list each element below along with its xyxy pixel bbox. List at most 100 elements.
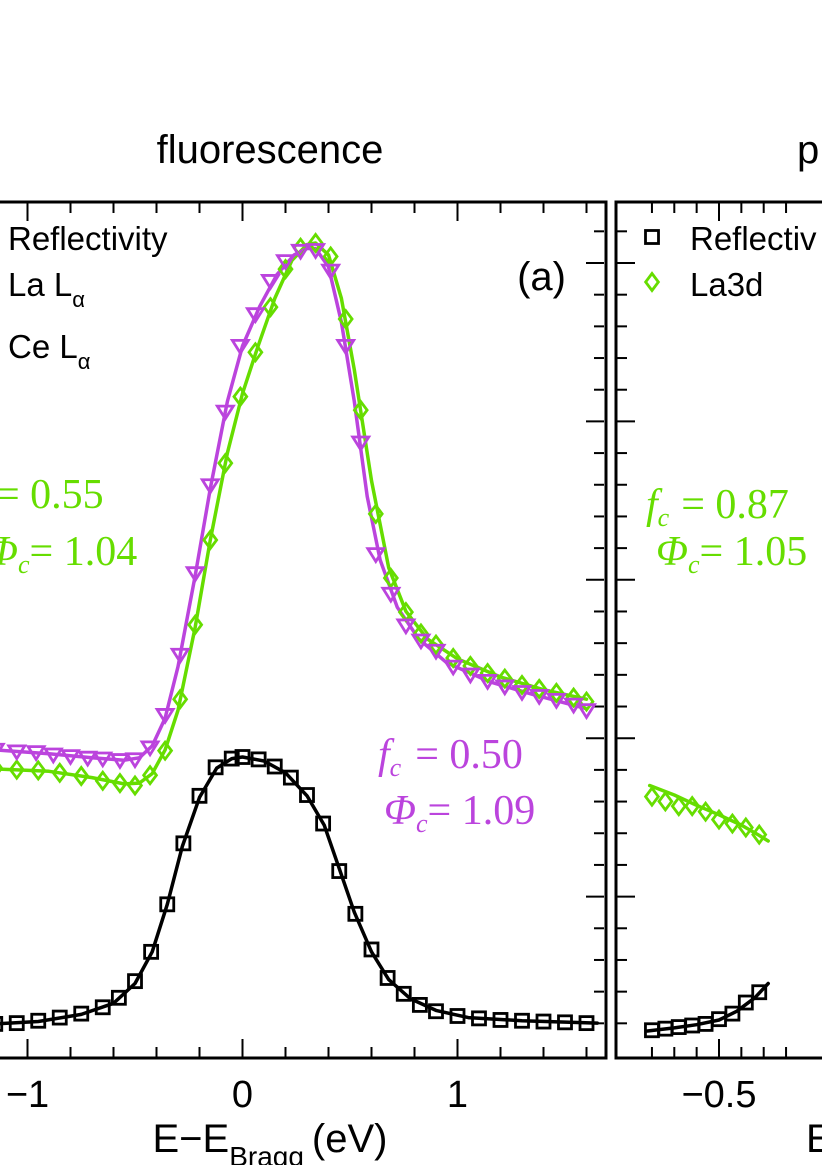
data-point-a-1-1 (8, 758, 25, 781)
data-point-b-0-7 (737, 994, 754, 1011)
data-point-a-0-1 (8, 1015, 25, 1032)
data-point-b-0-8 (751, 984, 768, 1001)
data-point-a-1-0 (0, 763, 4, 773)
data-point-a-2-7 (109, 753, 131, 771)
data-point-a-1-33 (531, 678, 548, 700)
data-point-a-0-4 (73, 1005, 90, 1022)
data-point-b-1-4 (697, 800, 714, 823)
data-point-a-2-10 (154, 708, 176, 725)
data-point-a-0-13 (223, 750, 240, 767)
data-point-a-2-9 (139, 740, 161, 758)
data-point-a-0-12 (207, 759, 224, 776)
data-point-a-0-7 (127, 973, 143, 990)
panel-a-label: (a) (517, 255, 566, 299)
data-point-a-2-31 (477, 673, 499, 691)
data-point-a-0-20 (331, 863, 348, 879)
data-point-a-2-18 (274, 254, 297, 272)
x-tick-label-b-0: −0.5 (681, 1074, 756, 1116)
panel-a-points (0, 232, 598, 1032)
data-point-a-2-20 (305, 243, 327, 260)
data-point-a-1-27 (427, 633, 445, 656)
data-point-a-0-10 (175, 835, 192, 852)
data-point-a-2-30 (459, 667, 481, 685)
data-point-a-1-23 (367, 503, 384, 525)
data-point-a-1-8 (141, 764, 159, 787)
data-point-a-2-8 (124, 752, 146, 770)
data-point-a-0-5 (94, 999, 111, 1016)
panel-b-legend-markers (643, 229, 661, 293)
annotation-ce-phi: Φc= 1.09 (384, 788, 535, 838)
data-point-b-1-8 (751, 823, 768, 846)
panel-a-ticks (26, 203, 604, 1057)
data-point-a-2-14 (214, 404, 236, 422)
x-tick-label-a-2: 1 (447, 1074, 468, 1116)
data-point-a-0-17 (282, 769, 299, 786)
data-point-a-0-11 (191, 787, 208, 804)
data-point-a-2-3 (42, 747, 64, 765)
legend-b-diamond-marker (643, 271, 661, 293)
data-point-a-1-2 (30, 759, 47, 782)
data-point-a-2-1 (6, 744, 28, 762)
data-point-a-2-21 (320, 263, 342, 281)
legend-a-la-sub: α (72, 287, 85, 312)
data-point-a-2-6 (92, 751, 114, 769)
data-point-a-1-6 (111, 772, 129, 794)
fit-line-b-0 (645, 981, 770, 1033)
legend-a-reflectivity: Reflectivity (8, 220, 168, 257)
data-point-a-0-3 (51, 1009, 68, 1026)
data-point-a-1-11 (187, 613, 204, 636)
data-point-a-1-26 (412, 622, 430, 645)
annotation-la-phi: Φc= 1.04 (0, 529, 137, 579)
data-point-a-0-2 (30, 1012, 47, 1029)
data-point-a-1-30 (479, 662, 496, 684)
data-point-a-1-16 (262, 296, 279, 318)
data-point-a-1-22 (352, 399, 369, 421)
data-point-b-1-1 (657, 790, 674, 813)
legend-b-la3d: La3d (690, 266, 763, 303)
data-point-a-0-0 (0, 1016, 4, 1032)
x-tick-label-a-1: 0 (232, 1074, 253, 1116)
data-point-a-2-13 (199, 478, 221, 496)
data-point-a-2-11 (169, 647, 191, 665)
data-point-b-1-7 (737, 816, 754, 839)
panel-b: Reflectiv La3d fc = 0.87 Φc= 1.05 −0.5 E (614, 200, 822, 1161)
data-point-a-0-15 (250, 751, 267, 768)
annotation-la3d-fc: fc = 0.87 (646, 482, 789, 532)
annotation-la: = 0.55 Φc= 1.04 (0, 472, 137, 579)
data-point-a-1-35 (565, 686, 582, 709)
data-point-a-2-26 (395, 618, 417, 636)
data-point-a-2-23 (350, 435, 372, 453)
panel-b-points (643, 785, 768, 1039)
data-point-a-1-12 (202, 529, 219, 551)
data-point-a-0-14 (234, 749, 251, 765)
data-point-a-0-26 (428, 1003, 444, 1020)
data-point-a-1-15 (247, 341, 264, 364)
data-point-a-2-33 (511, 685, 533, 702)
panel-b-title: p (797, 128, 819, 172)
data-point-a-0-33 (578, 1015, 595, 1032)
data-point-a-2-4 (59, 749, 82, 767)
panel-b-legend: Reflectiv La3d (643, 220, 817, 303)
data-point-a-1-14 (232, 385, 249, 408)
data-point-a-2-32 (494, 679, 516, 697)
data-point-a-2-16 (244, 307, 266, 325)
legend-a-la: La Lα (8, 266, 85, 312)
data-point-a-0-9 (159, 896, 176, 913)
data-point-a-0-28 (471, 1010, 487, 1027)
panel-b-ticks (617, 203, 788, 1057)
annotation-ce: fc = 0.50 Φc= 1.09 (378, 732, 535, 838)
legend-a-ce-sub: α (78, 349, 91, 374)
data-point-a-2-28 (425, 643, 447, 661)
fit-line-a-2 (0, 246, 589, 762)
data-point-a-2-22 (335, 338, 357, 356)
data-point-a-2-19 (290, 243, 312, 261)
panel-b-frame (614, 200, 822, 1060)
data-point-a-2-12 (184, 566, 206, 584)
data-point-a-1-13 (217, 452, 234, 475)
panel-a-xtick-labels: −1 0 1 (6, 1074, 468, 1116)
data-point-a-0-19 (315, 815, 332, 832)
data-point-b-1-0 (643, 785, 661, 808)
data-point-a-1-31 (496, 667, 513, 690)
data-point-a-1-29 (462, 655, 479, 677)
